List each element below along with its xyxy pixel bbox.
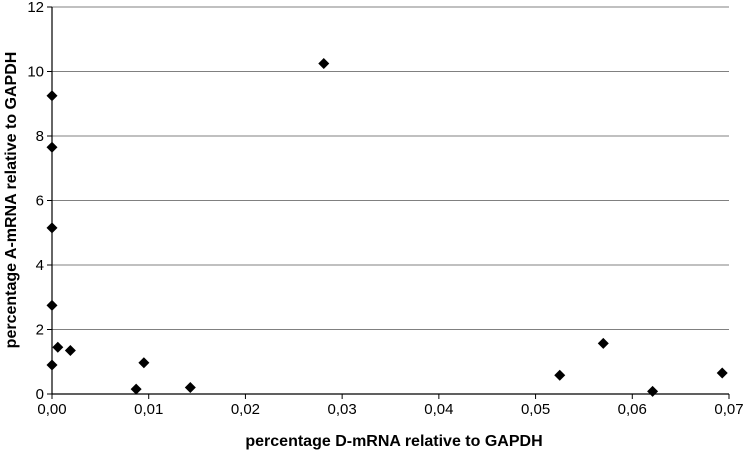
y-tick-labels: 0 2 4 6 8 10 12: [27, 0, 44, 403]
data-point: [184, 382, 196, 394]
data-point: [130, 383, 142, 395]
axes: [47, 6, 730, 399]
x-tick-label: 0,00: [37, 401, 66, 418]
x-tick-label: 0,06: [618, 401, 647, 418]
data-points: [46, 57, 728, 397]
x-axis-title: percentage D-mRNA relative to GAPDH: [245, 433, 542, 450]
data-point: [597, 337, 609, 349]
y-tick-label: 6: [36, 193, 44, 210]
data-point: [554, 369, 566, 381]
gridlines: [52, 6, 729, 330]
x-tick-label: 0,01: [134, 401, 163, 418]
y-tick-label: 10: [27, 64, 44, 81]
y-axis-title: percentage A-mRNA relative to GAPDH: [3, 52, 20, 349]
y-tick-label: 12: [27, 0, 44, 16]
data-point: [46, 299, 58, 311]
x-tick-labels: 0,00 0,01 0,02 0,03 0,04 0,05 0,06 0,07: [37, 401, 743, 418]
data-point: [64, 344, 76, 356]
data-point: [46, 90, 58, 102]
data-point: [318, 57, 330, 69]
data-point: [46, 222, 58, 234]
x-tick-label: 0,02: [231, 401, 260, 418]
x-tick-label: 0,04: [424, 401, 453, 418]
data-point: [138, 357, 150, 369]
y-tick-label: 4: [36, 257, 44, 274]
data-point: [46, 141, 58, 153]
x-tick-label: 0,07: [714, 401, 743, 418]
y-tick-label: 2: [36, 322, 44, 339]
data-point: [46, 359, 58, 371]
x-tick-label: 0,03: [328, 401, 357, 418]
y-tick-label: 8: [36, 128, 44, 145]
data-point: [52, 341, 64, 353]
data-point: [716, 367, 728, 379]
y-tick-label: 0: [36, 386, 44, 403]
x-tick-label: 0,05: [521, 401, 550, 418]
data-point: [647, 385, 659, 397]
